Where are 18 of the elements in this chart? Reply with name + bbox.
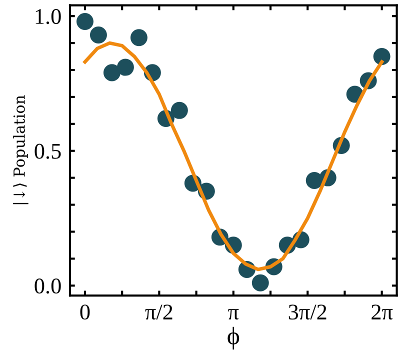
x-tick-label: 0 bbox=[80, 304, 90, 320]
point bbox=[103, 64, 120, 82]
y-tick-label: 0.5 bbox=[34, 144, 61, 159]
point bbox=[76, 12, 94, 30]
point bbox=[90, 26, 107, 44]
point bbox=[252, 274, 269, 292]
x-tick-label: 3π/2 bbox=[288, 304, 326, 320]
point bbox=[116, 58, 134, 76]
point bbox=[170, 102, 188, 119]
x-tick-label: 2π bbox=[372, 304, 393, 320]
x-tick-label: π bbox=[228, 309, 239, 320]
x-tick-label: π/2 bbox=[145, 304, 172, 320]
x-axis-title: ϕ bbox=[228, 326, 240, 350]
point bbox=[130, 29, 148, 46]
y-axis-title: |↓⟩ Population bbox=[13, 95, 28, 204]
y-tick-label: 1.0 bbox=[36, 9, 61, 24]
y-tick-label: 0.0 bbox=[34, 278, 61, 294]
point bbox=[373, 48, 390, 66]
